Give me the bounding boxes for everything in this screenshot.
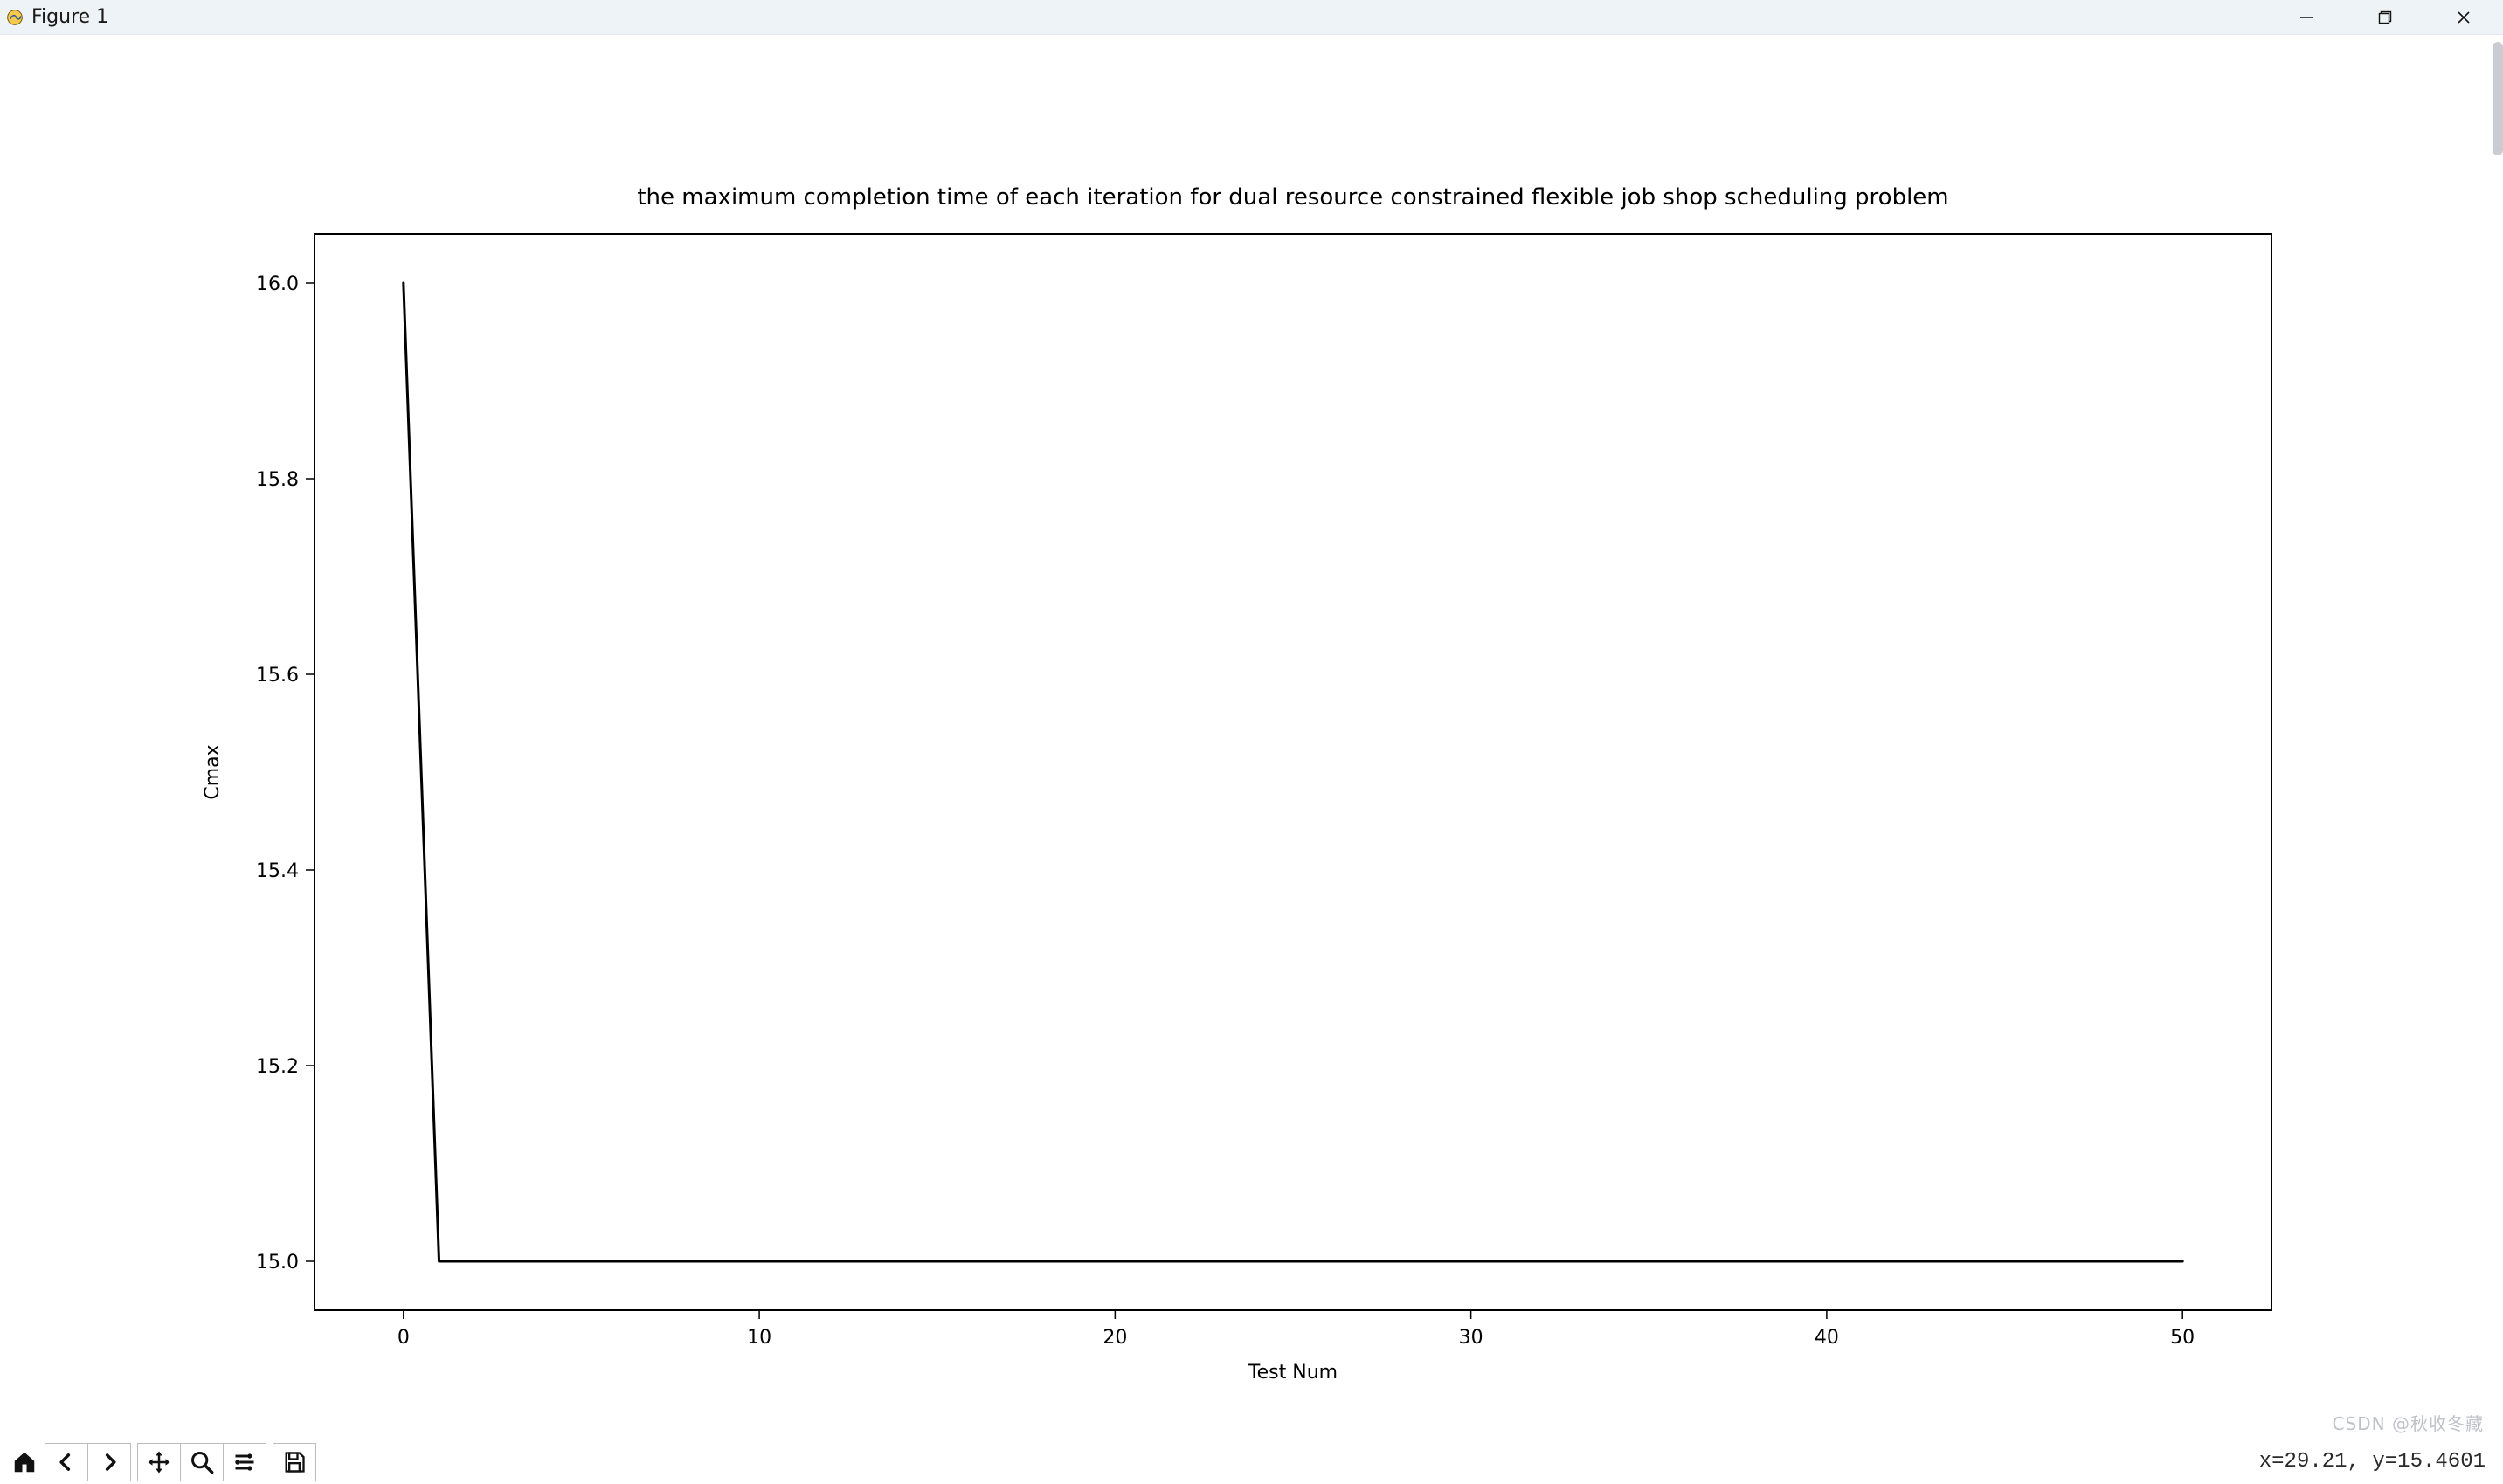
- app-icon: [5, 8, 24, 27]
- forward-icon: [97, 1450, 121, 1474]
- xtick-label: 10: [747, 1327, 771, 1349]
- xtick-label: 40: [1815, 1327, 1839, 1349]
- zoom-button[interactable]: [180, 1443, 224, 1481]
- save-icon: [282, 1450, 307, 1474]
- minimize-button[interactable]: [2267, 0, 2346, 34]
- ytick-label: 15.6: [256, 665, 299, 687]
- subplots-icon: [232, 1450, 257, 1474]
- scrollbar-thumb[interactable]: [2493, 42, 2503, 155]
- window-controls: [2267, 0, 2503, 34]
- chart-title: the maximum completion time of each iter…: [637, 184, 1948, 211]
- back-button[interactable]: [45, 1443, 88, 1481]
- pan-button[interactable]: [137, 1443, 181, 1481]
- ylabel: Cmax: [202, 744, 224, 799]
- toolbar: x=29.21, y=15.4601: [0, 1439, 2503, 1484]
- xtick-label: 50: [2170, 1327, 2195, 1349]
- home-icon: [11, 1449, 38, 1475]
- ytick-label: 15.2: [256, 1056, 299, 1078]
- titlebar: Figure 1: [0, 0, 2503, 35]
- window-title: Figure 1: [31, 6, 108, 28]
- xlabel: Test Num: [1248, 1362, 1338, 1384]
- ytick-label: 15.4: [256, 860, 299, 882]
- subplots-button[interactable]: [223, 1443, 266, 1481]
- back-icon: [54, 1450, 79, 1474]
- xtick-label: 20: [1103, 1327, 1127, 1349]
- coord-readout: x=29.21, y=15.4601: [2259, 1450, 2486, 1474]
- forward-button[interactable]: [87, 1443, 131, 1481]
- ytick-label: 16.0: [256, 273, 299, 295]
- ytick-label: 15.8: [256, 469, 299, 491]
- plot-canvas[interactable]: the maximum completion time of each iter…: [0, 35, 2503, 1439]
- toolbar-left: [3, 1443, 315, 1481]
- plot-content: the maximum completion time of each iter…: [0, 35, 2503, 1439]
- close-button[interactable]: [2424, 0, 2503, 34]
- figure-window: Figure 1 the maximum completion time o: [0, 0, 2503, 1484]
- xtick-label: 30: [1459, 1327, 1483, 1349]
- zoom-icon: [190, 1450, 214, 1474]
- xtick-label: 0: [398, 1327, 410, 1349]
- titlebar-left: Figure 1: [5, 6, 108, 28]
- maximize-button[interactable]: [2346, 0, 2424, 34]
- pan-icon: [146, 1449, 172, 1475]
- home-button[interactable]: [3, 1443, 45, 1481]
- ytick-label: 15.0: [256, 1252, 299, 1273]
- save-button[interactable]: [273, 1443, 316, 1481]
